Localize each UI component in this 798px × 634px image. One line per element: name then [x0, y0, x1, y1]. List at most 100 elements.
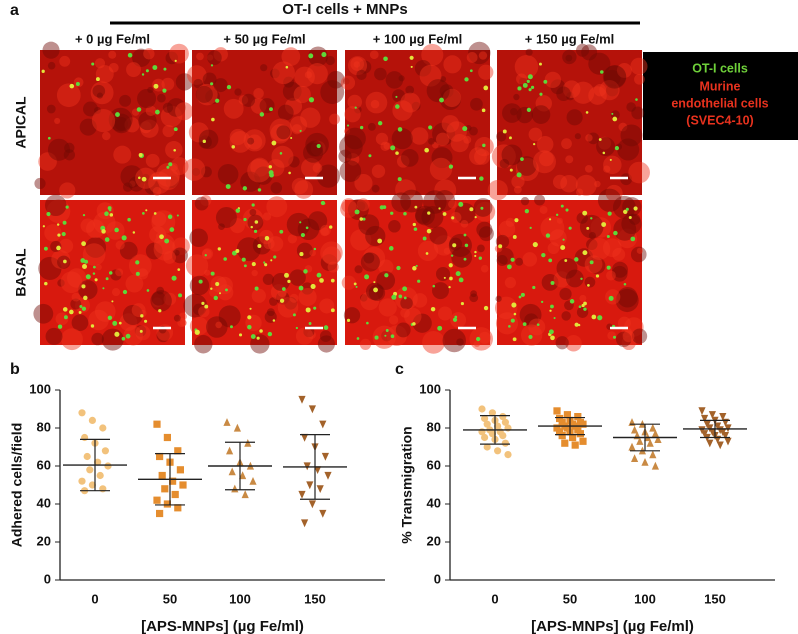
cell-texture: [215, 276, 233, 295]
t-cell: [225, 288, 228, 292]
t-cell: [121, 336, 126, 341]
data-point: [721, 432, 729, 440]
x-tick-label: 0: [91, 591, 98, 606]
t-cell: [57, 324, 63, 329]
cell-texture: [549, 229, 567, 247]
t-cell: [529, 226, 532, 230]
cell-texture: [270, 182, 283, 194]
t-cell: [85, 274, 91, 280]
cell-texture: [617, 286, 638, 308]
data-point: [88, 416, 96, 424]
t-cell: [114, 331, 120, 337]
t-cell: [587, 284, 590, 287]
cell-texture: [215, 207, 237, 228]
t-cell: [540, 300, 544, 304]
cell-texture: [495, 312, 519, 335]
cell-texture: [247, 158, 271, 183]
t-cell: [78, 311, 82, 314]
cell-texture: [477, 244, 485, 253]
t-cell: [448, 263, 453, 268]
t-cell: [582, 210, 588, 216]
cell-texture: [38, 152, 57, 171]
cell-texture: [108, 107, 133, 132]
t-cell: [104, 211, 109, 216]
t-cell: [176, 214, 179, 217]
t-cell: [65, 205, 69, 209]
t-cell: [243, 217, 247, 222]
t-cell: [517, 86, 522, 91]
t-cell: [210, 271, 215, 276]
t-cell: [139, 329, 143, 333]
t-cell: [608, 295, 614, 301]
cell-texture: [308, 211, 328, 231]
data-point: [571, 441, 579, 449]
t-cell: [607, 211, 612, 216]
cell-texture: [320, 80, 345, 105]
cell-texture: [476, 221, 493, 238]
t-cell: [259, 112, 265, 117]
t-cell: [163, 67, 167, 71]
t-cell: [81, 241, 87, 247]
cell-texture: [162, 102, 174, 113]
data-point: [298, 490, 306, 499]
t-cell: [412, 322, 416, 326]
data-point: [169, 477, 177, 485]
cell-texture: [450, 134, 469, 153]
cell-texture: [616, 331, 632, 348]
t-cell: [623, 283, 627, 286]
cell-texture: [93, 106, 102, 114]
cell-texture: [611, 265, 628, 282]
data-point: [561, 439, 569, 447]
cell-texture: [535, 95, 552, 112]
cell-texture: [516, 73, 528, 85]
data-point: [86, 466, 94, 474]
cell-texture: [123, 325, 143, 346]
t-cell: [235, 249, 240, 253]
cell-texture: [347, 94, 363, 110]
cell-texture: [561, 138, 572, 150]
t-cell: [606, 265, 611, 270]
cell-texture: [344, 106, 361, 123]
cell-texture: [346, 153, 360, 166]
cell-texture: [95, 65, 114, 84]
cell-texture: [398, 75, 405, 82]
cell-texture: [499, 158, 510, 169]
cell-texture: [63, 149, 76, 161]
t-cell: [545, 233, 551, 238]
data-point: [569, 433, 577, 442]
x-axis-label: [APS-MNPs] (µg Fe/ml): [141, 618, 304, 634]
data-point: [96, 471, 104, 480]
data-point: [163, 433, 171, 442]
cell-texture: [574, 248, 594, 267]
data-point: [156, 452, 164, 461]
t-cell: [483, 305, 489, 311]
cell-texture: [108, 50, 117, 59]
t-cell: [413, 227, 418, 231]
cell-texture: [319, 330, 332, 342]
cell-texture: [277, 104, 294, 121]
cell-texture: [428, 138, 435, 145]
data-point: [563, 424, 571, 432]
t-cell: [210, 287, 213, 290]
t-cell: [553, 317, 556, 320]
cell-texture: [612, 247, 626, 261]
cell-texture: [153, 238, 176, 261]
legend-text: endothelial cells: [671, 96, 768, 110]
cell-texture: [574, 133, 581, 140]
cell-texture: [617, 138, 640, 161]
cell-texture: [610, 110, 620, 120]
t-cell: [194, 329, 200, 335]
cell-texture: [166, 98, 186, 117]
t-cell: [474, 216, 477, 219]
data-point: [228, 467, 236, 476]
t-cell: [439, 326, 442, 329]
cell-texture: [47, 138, 70, 161]
cell-texture: [173, 249, 180, 256]
t-cell: [452, 317, 458, 322]
t-cell: [63, 315, 68, 320]
cell-texture: [44, 224, 62, 242]
t-cell: [158, 309, 162, 313]
t-cell: [313, 247, 317, 251]
cell-texture: [145, 242, 163, 260]
cell-texture: [309, 249, 316, 257]
